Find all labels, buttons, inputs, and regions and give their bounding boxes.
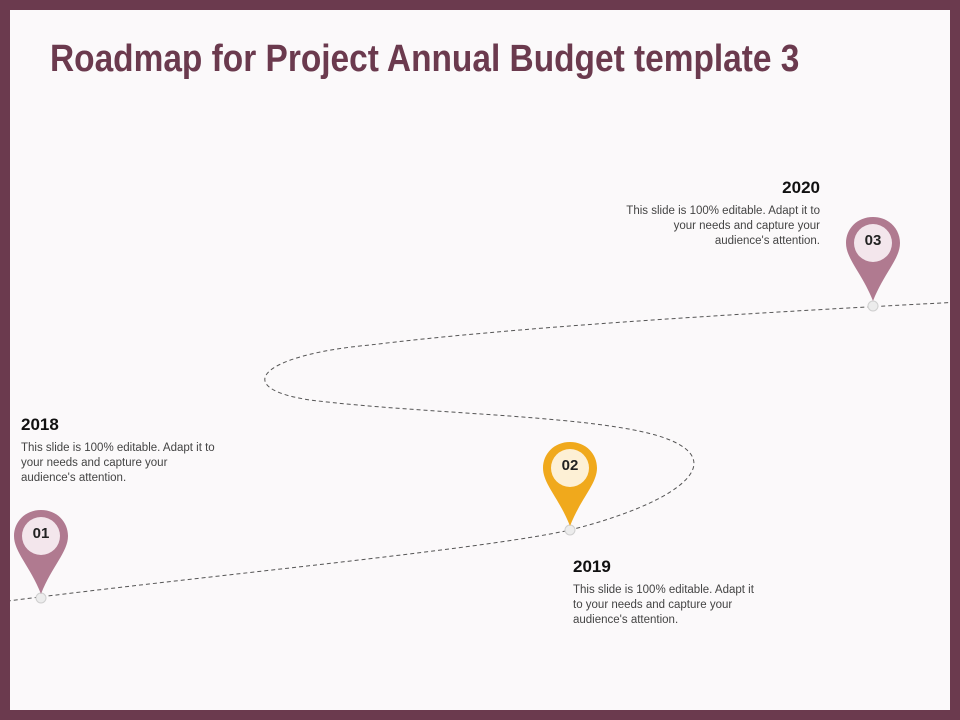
milestone-block-2019: 2019 This slide is 100% editable. Adapt … [573,557,763,628]
map-pin-icon [543,442,597,526]
slide-title: Roadmap for Project Annual Budget templa… [50,38,800,80]
milestone-block-2018: 2018 This slide is 100% editable. Adapt … [21,415,216,486]
milestone-number: 02 [561,457,579,474]
dashed-road-path [10,302,950,602]
milestone-pin-01[interactable]: 01 [12,508,70,600]
milestone-year: 2020 [782,178,820,197]
milestone-block-2020: 2020 This slide is 100% editable. Adapt … [622,178,820,249]
roadmap-path [10,300,950,604]
milestone-year: 2018 [21,415,59,434]
map-pin-icon [14,510,68,594]
milestone-description: This slide is 100% editable. Adapt it to… [573,584,754,626]
milestone-number: 03 [864,232,882,249]
milestone-description: This slide is 100% editable. Adapt it to… [626,205,820,247]
milestone-number: 01 [32,525,50,542]
milestone-pin-02[interactable]: 02 [541,440,599,532]
map-pin-icon [846,217,900,301]
milestone-year: 2019 [573,557,611,576]
milestone-description: This slide is 100% editable. Adapt it to… [21,442,215,484]
milestone-pin-03[interactable]: 03 [844,215,902,307]
slide: Roadmap for Project Annual Budget templa… [10,10,950,710]
